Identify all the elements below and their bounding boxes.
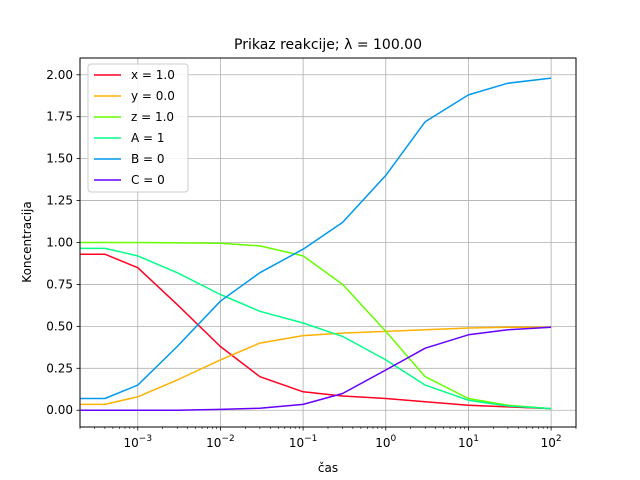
series-line-1 xyxy=(80,326,552,406)
x-axis-ticks: 10−3 10−2 10−1 100 101 102 xyxy=(79,427,577,450)
y-tick-label: 0.75 xyxy=(46,277,73,291)
series-lines xyxy=(80,77,552,411)
series-line-4 xyxy=(80,77,552,400)
series-line-2 xyxy=(80,241,552,410)
x-tick-label: 10−3 xyxy=(124,434,153,450)
y-tick-label: 1.25 xyxy=(46,194,73,208)
y-tick-label: 0.25 xyxy=(46,361,73,375)
grid xyxy=(80,58,576,427)
y-tick-label: 1.75 xyxy=(46,110,73,124)
y-axis-label: Koncentracija xyxy=(20,201,34,282)
x-axis-label: čas xyxy=(318,461,338,475)
x-tick-label: 100 xyxy=(375,434,396,450)
legend-label: x = 1.0 xyxy=(131,68,175,82)
y-tick-label: 1.50 xyxy=(46,152,73,166)
y-axis-ticks: 0.00 0.25 0.50 0.75 1.00 1.25 1.50 1.75 2.00 xyxy=(46,68,80,417)
legend-label: C = 0 xyxy=(131,173,165,187)
y-tick-label: 0.00 xyxy=(46,403,73,417)
legend-label: B = 0 xyxy=(131,152,165,166)
series-line-3 xyxy=(80,247,552,410)
legend-label: y = 0.0 xyxy=(131,89,175,103)
y-tick-label: 0.50 xyxy=(46,319,73,333)
x-tick-label: 102 xyxy=(541,434,562,450)
legend-label: z = 1.0 xyxy=(131,110,174,124)
legend: x = 1.0 y = 0.0 z = 1.0 A = 1 B = 0 C = 0 xyxy=(87,63,189,193)
series-line-0 xyxy=(80,253,552,410)
y-tick-label: 1.00 xyxy=(46,236,73,250)
x-tick-label: 10−2 xyxy=(206,434,235,450)
series-line-5 xyxy=(80,326,552,411)
y-tick-label: 2.00 xyxy=(46,68,73,82)
legend-label: A = 1 xyxy=(131,131,165,145)
x-tick-label: 10−1 xyxy=(289,434,318,450)
x-tick-label: 101 xyxy=(458,434,479,450)
chart-title: Prikaz reakcije; λ = 100.00 xyxy=(234,37,422,53)
